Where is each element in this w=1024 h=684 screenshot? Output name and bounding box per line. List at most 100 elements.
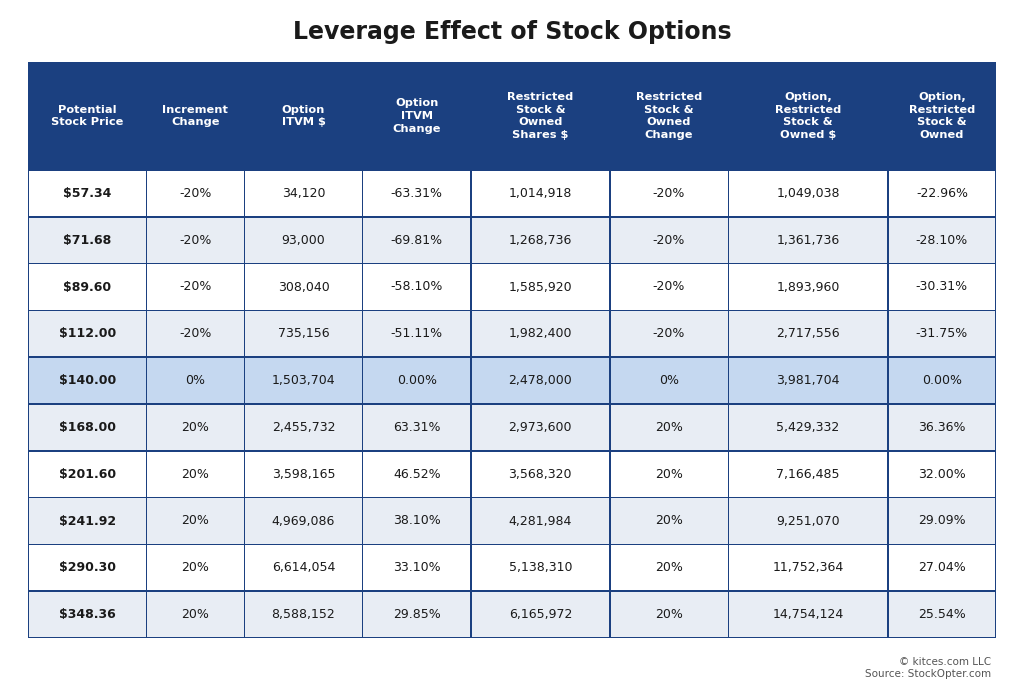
Text: -63.31%: -63.31% [391,187,442,200]
Bar [729,405,887,450]
Text: 20%: 20% [655,514,683,527]
Text: 20%: 20% [655,468,683,481]
Text: 20%: 20% [655,608,683,621]
Bar [245,311,361,356]
Text: $241.92: $241.92 [58,514,116,527]
Bar [147,405,244,450]
Bar [364,358,470,404]
Text: 1,893,960: 1,893,960 [776,280,840,293]
Bar [364,311,470,356]
Text: 0.00%: 0.00% [922,374,962,387]
Bar [610,218,727,263]
Bar [889,311,995,356]
Bar [147,592,244,637]
Text: -20%: -20% [653,328,685,341]
Text: -20%: -20% [653,187,685,200]
Bar [889,218,995,263]
Text: Restricted
Stock &
Owned
Shares $: Restricted Stock & Owned Shares $ [507,92,573,140]
Bar [729,592,887,637]
Text: $57.34: $57.34 [63,187,112,200]
Bar [610,171,727,216]
Bar [147,358,244,404]
Text: Option,
Restricted
Stock &
Owned $: Option, Restricted Stock & Owned $ [775,92,841,140]
Text: -58.10%: -58.10% [390,280,443,293]
Text: 8,588,152: 8,588,152 [271,608,335,621]
Text: -31.75%: -31.75% [915,328,968,341]
Text: 3,568,320: 3,568,320 [509,468,572,481]
Bar [889,592,995,637]
Bar [29,264,145,310]
Text: Option
ITVM $: Option ITVM $ [282,105,326,127]
Bar [147,499,244,544]
Bar [29,311,145,356]
Bar [245,545,361,590]
Bar [364,63,470,169]
Bar [364,545,470,590]
Bar [147,451,244,497]
Text: 27.04%: 27.04% [919,562,966,575]
Bar [610,264,727,310]
Text: 11,752,364: 11,752,364 [772,562,844,575]
Bar [28,62,996,638]
Text: 0.00%: 0.00% [396,374,437,387]
Bar [729,63,887,169]
Text: 2,455,732: 2,455,732 [271,421,335,434]
Bar [245,218,361,263]
Text: $89.60: $89.60 [63,280,112,293]
Text: Option,
Restricted
Stock &
Owned: Option, Restricted Stock & Owned [909,92,975,140]
Bar [610,63,727,169]
Bar [472,218,609,263]
Text: 63.31%: 63.31% [393,421,440,434]
Text: 1,361,736: 1,361,736 [776,234,840,247]
Bar [889,264,995,310]
Bar [364,592,470,637]
Text: Leverage Effect of Stock Options: Leverage Effect of Stock Options [293,20,731,44]
Bar [29,358,145,404]
Text: -51.11%: -51.11% [391,328,442,341]
Text: 20%: 20% [181,421,209,434]
Text: 2,478,000: 2,478,000 [509,374,572,387]
Text: -28.10%: -28.10% [915,234,968,247]
Text: 1,982,400: 1,982,400 [509,328,572,341]
Bar [29,451,145,497]
Text: 46.52%: 46.52% [393,468,440,481]
Bar [889,545,995,590]
Text: $112.00: $112.00 [58,328,116,341]
Text: 20%: 20% [181,608,209,621]
Text: © kitces.com LLC
Source: StockOpter.com: © kitces.com LLC Source: StockOpter.com [865,657,991,679]
Text: 20%: 20% [181,514,209,527]
Bar [889,405,995,450]
Text: 9,251,070: 9,251,070 [776,514,840,527]
Text: 1,503,704: 1,503,704 [271,374,335,387]
Bar [610,592,727,637]
Text: 20%: 20% [655,562,683,575]
Bar [245,358,361,404]
Bar [610,405,727,450]
Bar [610,451,727,497]
Bar [610,545,727,590]
Text: Restricted
Stock &
Owned
Change: Restricted Stock & Owned Change [636,92,702,140]
Bar [889,171,995,216]
Bar [889,499,995,544]
Bar [245,405,361,450]
Text: $348.36: $348.36 [58,608,116,621]
Bar [364,218,470,263]
Bar [729,499,887,544]
Bar [147,63,244,169]
Text: 3,598,165: 3,598,165 [271,468,335,481]
Text: 4,281,984: 4,281,984 [509,514,572,527]
Text: 5,138,310: 5,138,310 [509,562,572,575]
Text: 25.54%: 25.54% [919,608,966,621]
Text: -22.96%: -22.96% [915,187,968,200]
Text: $140.00: $140.00 [58,374,116,387]
Bar [29,545,145,590]
Bar [472,405,609,450]
Bar [364,499,470,544]
Bar [472,499,609,544]
Text: 20%: 20% [181,562,209,575]
Text: -30.31%: -30.31% [915,280,968,293]
Bar [729,264,887,310]
Bar [889,63,995,169]
Bar [245,499,361,544]
Bar [245,63,361,169]
